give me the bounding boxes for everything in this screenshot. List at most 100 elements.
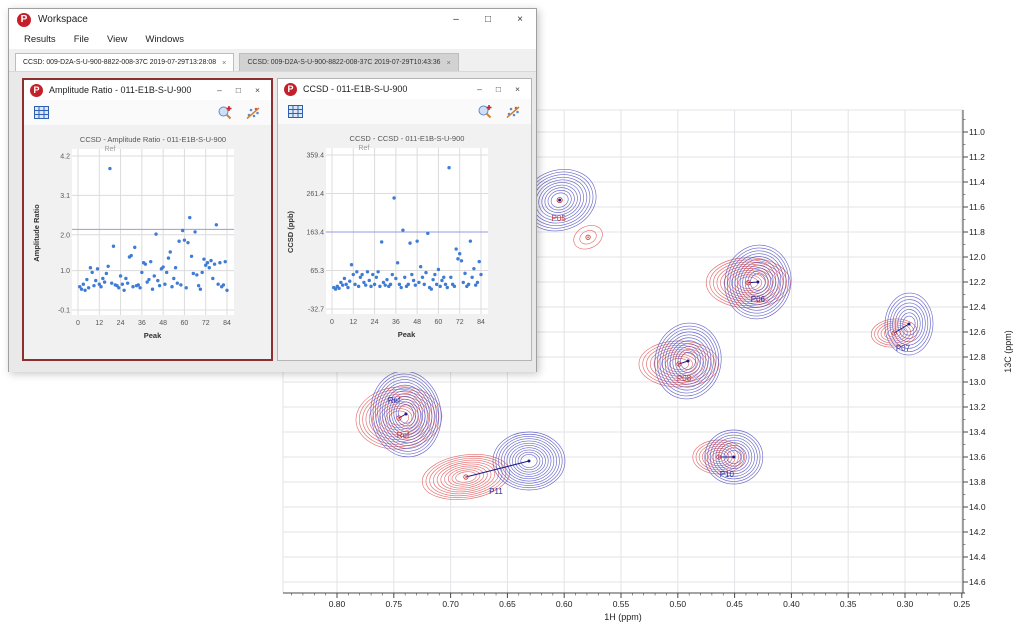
minimize-button[interactable]: –	[217, 85, 222, 95]
menu-results[interactable]: Results	[24, 34, 56, 45]
svg-text:0: 0	[330, 319, 334, 326]
y-axis-label: Amplitude Ratio	[32, 204, 41, 262]
svg-text:13.4: 13.4	[969, 427, 986, 437]
svg-text:0.35: 0.35	[840, 599, 857, 609]
app-logo-icon: P	[30, 83, 43, 97]
amplitude-ratio-chart-area: CCSD - Amplitude Ratio - 011-E1B-S-U-900…	[24, 125, 271, 359]
svg-text:0.45: 0.45	[726, 599, 743, 609]
scatter-fit-icon[interactable]	[505, 104, 521, 119]
svg-text:84: 84	[477, 319, 485, 326]
peak-label: P11	[489, 487, 503, 496]
chart-title: CCSD - CCSD - 011-E1B-S-U-900	[350, 134, 465, 143]
y-axis-label: CCSD (ppb)	[286, 210, 295, 253]
scatter-fit-icon[interactable]	[245, 105, 261, 120]
ccsd-toolbar	[278, 99, 531, 124]
panel-title: Amplitude Ratio - 011-E1B-S-U-900	[49, 85, 192, 95]
svg-text:14.6: 14.6	[969, 577, 986, 587]
svg-text:36: 36	[392, 319, 400, 326]
window-controls: – □ ×	[440, 9, 536, 30]
svg-text:-0.1: -0.1	[58, 308, 70, 315]
svg-text:14.0: 14.0	[969, 502, 986, 512]
svg-text:36: 36	[138, 320, 146, 327]
svg-text:3.1: 3.1	[60, 193, 70, 200]
svg-text:0.55: 0.55	[613, 599, 630, 609]
ccsd-chart-area: CCSD - CCSD - 011-E1B-S-U-900 Ref 359.4 261…	[278, 124, 531, 360]
tab-bar: CCSD: 009-D2A-S-U-900-8822-008-37C 2019-…	[9, 49, 536, 72]
tab-close-icon[interactable]: ×	[446, 58, 451, 67]
x-axis-label: Peak	[398, 330, 416, 339]
svg-text:11.2: 11.2	[969, 152, 985, 162]
peak-label: P07	[896, 344, 911, 353]
nmr-axis-labels: 0.80 0.75 0.70 0.65 0.60 0.55 0.50 0.45 0.40 0.35…	[329, 127, 1013, 622]
peak-P06: P06	[705, 244, 792, 320]
maximize-button[interactable]: □	[495, 84, 502, 94]
tab-label: CCSD: 009-D2A-S-U-900-8822-008-37C 2019-…	[247, 59, 441, 66]
close-button[interactable]: ×	[517, 14, 523, 25]
ccsd-chart[interactable]: CCSD - CCSD - 011-E1B-S-U-900 Ref 359.4 261…	[280, 128, 522, 356]
svg-text:60: 60	[181, 320, 189, 327]
svg-text:0.50: 0.50	[670, 599, 687, 609]
maximize-button[interactable]: □	[235, 85, 242, 95]
svg-text:163.4: 163.4	[306, 229, 324, 236]
nmr-peaks: P05 P06 P07 P08 Ref Ref P11 P10	[355, 169, 934, 500]
peak-P11: P11	[421, 431, 566, 500]
amplitude-ratio-chart[interactable]: CCSD - Amplitude Ratio - 011-E1B-S-U-900…	[26, 129, 268, 357]
svg-text:48: 48	[159, 320, 167, 327]
close-button[interactable]: ×	[255, 85, 260, 95]
svg-text:24: 24	[371, 319, 379, 326]
scatter-points	[78, 166, 229, 293]
amplitude-ratio-window: P Amplitude Ratio - 011-E1B-S-U-900 – □ …	[22, 78, 273, 361]
peak-P08: P08	[638, 322, 722, 400]
tab-ccsd-1043[interactable]: CCSD: 009-D2A-S-U-900-8822-008-37C 2019-…	[239, 53, 459, 71]
scatter-points	[332, 166, 483, 291]
peak-label: P08	[677, 374, 692, 383]
tab-ccsd-1328[interactable]: CCSD: 009-D2A-S-U-900-8822-008-37C 2019-…	[15, 53, 235, 71]
menu-file[interactable]: File	[73, 34, 89, 45]
nmr-y-axis-label: 13C (ppm)	[1003, 330, 1013, 373]
mdi-area: P Amplitude Ratio - 011-E1B-S-U-900 – □ …	[9, 72, 536, 372]
svg-text:12.8: 12.8	[969, 352, 986, 362]
peak-Ref: Ref Ref	[355, 370, 443, 458]
svg-text:0.80: 0.80	[329, 599, 346, 609]
svg-text:48: 48	[413, 319, 421, 326]
ccsd-titlebar[interactable]: P CCSD - 011-E1B-S-U-900 – □ ×	[278, 79, 531, 99]
minimize-button[interactable]: –	[477, 84, 482, 94]
minimize-button[interactable]: –	[453, 14, 459, 25]
svg-text:0.75: 0.75	[386, 599, 403, 609]
svg-text:-32.7: -32.7	[308, 307, 324, 314]
window-titlebar[interactable]: P Workspace – □ ×	[9, 9, 536, 30]
svg-text:4.2: 4.2	[60, 154, 70, 161]
amplitude-ratio-titlebar[interactable]: P Amplitude Ratio - 011-E1B-S-U-900 – □ …	[24, 80, 271, 100]
svg-text:13.8: 13.8	[969, 477, 986, 487]
amplitude-ratio-toolbar	[24, 100, 271, 125]
table-grid-icon[interactable]	[288, 105, 303, 118]
nmr-x-axis-label: 1H (ppm)	[604, 612, 642, 622]
close-button[interactable]: ×	[515, 84, 520, 94]
svg-text:11.8: 11.8	[969, 227, 985, 237]
plot-area	[326, 148, 488, 314]
svg-text:11.6: 11.6	[969, 202, 985, 212]
svg-text:84: 84	[223, 320, 231, 327]
nmr-axes	[283, 110, 968, 598]
menu-windows[interactable]: Windows	[145, 34, 184, 45]
x-axis-label: Peak	[144, 331, 162, 340]
svg-text:72: 72	[456, 319, 464, 326]
ref-label: Ref	[104, 146, 115, 153]
gridlines	[72, 149, 234, 315]
svg-text:0.30: 0.30	[897, 599, 914, 609]
maximize-button[interactable]: □	[484, 14, 492, 25]
tab-close-icon[interactable]: ×	[222, 58, 227, 67]
peak-label: Ref	[397, 431, 410, 440]
menu-view[interactable]: View	[107, 34, 128, 45]
svg-text:12: 12	[95, 320, 103, 327]
zoom-plus-icon[interactable]	[217, 105, 233, 120]
svg-text:13.2: 13.2	[969, 402, 986, 412]
panel-title: CCSD - 011-E1B-S-U-900	[303, 84, 408, 94]
table-grid-icon[interactable]	[34, 106, 49, 119]
peak-label: Ref	[388, 396, 401, 405]
svg-text:12.2: 12.2	[969, 277, 986, 287]
zoom-plus-icon[interactable]	[477, 104, 493, 119]
svg-text:0.40: 0.40	[783, 599, 800, 609]
svg-text:12.6: 12.6	[969, 327, 986, 337]
window-title: Workspace	[38, 14, 88, 25]
